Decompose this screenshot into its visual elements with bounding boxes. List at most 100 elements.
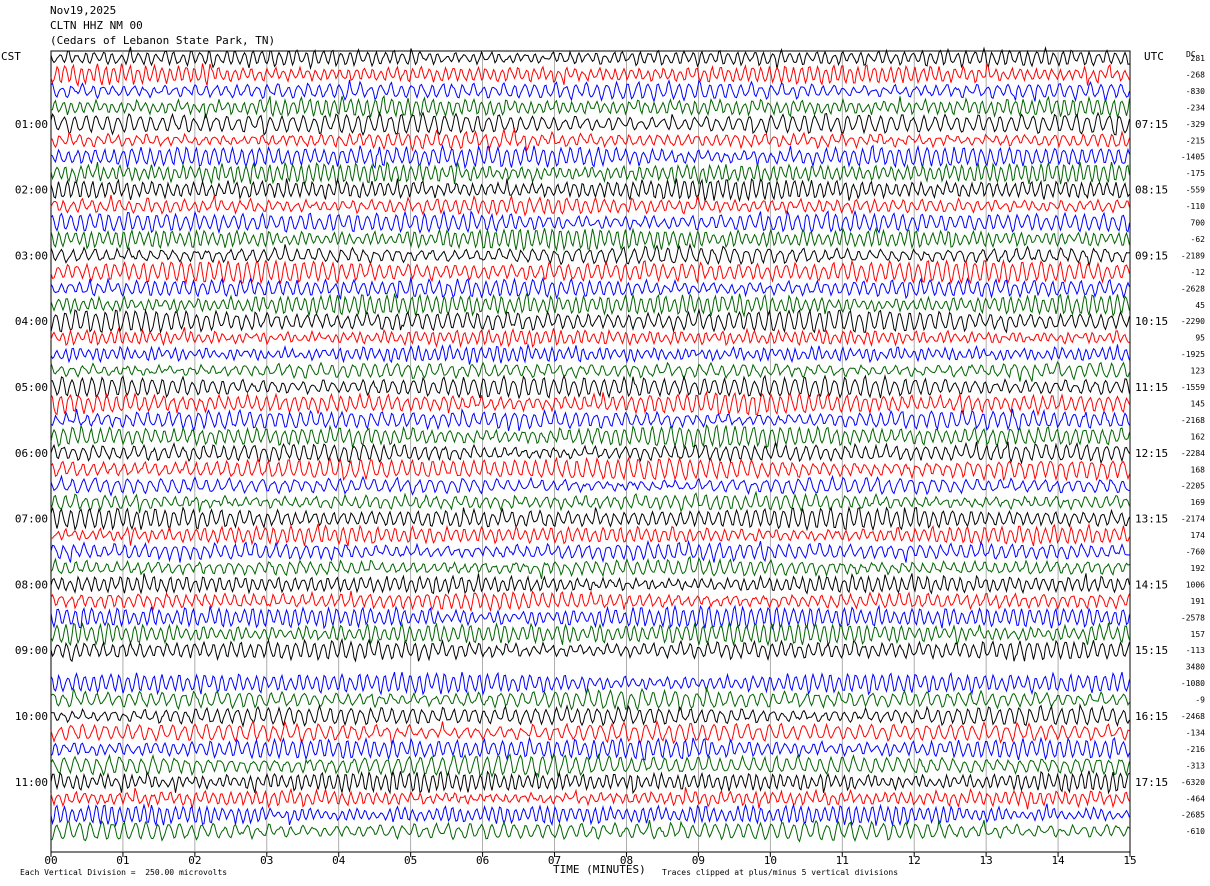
dc-offset-label: 162 bbox=[1191, 432, 1206, 441]
dc-offset-label: 281 bbox=[1191, 54, 1206, 63]
seismic-trace bbox=[50, 143, 1130, 170]
dc-offset-label: -1559 bbox=[1181, 383, 1205, 392]
dc-offset-label: -6320 bbox=[1181, 778, 1205, 787]
seismic-trace bbox=[50, 374, 1130, 400]
seismic-trace bbox=[50, 671, 1130, 697]
x-tick-label: 00 bbox=[44, 854, 57, 867]
right-hour-label: 07:15 bbox=[1135, 118, 1168, 131]
seismic-trace bbox=[50, 177, 1130, 203]
x-tick-label: 01 bbox=[116, 854, 129, 867]
dc-offset-label: -113 bbox=[1186, 646, 1205, 655]
station-code: CLTN HHZ NM 00 bbox=[50, 19, 143, 32]
seismic-trace bbox=[50, 505, 1130, 532]
seismic-trace bbox=[50, 390, 1130, 417]
dc-offset-label: -464 bbox=[1186, 794, 1205, 803]
seismic-trace bbox=[50, 572, 1130, 595]
dc-offset-label: -62 bbox=[1191, 235, 1206, 244]
seismic-trace bbox=[50, 769, 1130, 795]
dc-offset-label: -1405 bbox=[1181, 153, 1205, 162]
seismic-trace bbox=[50, 637, 1130, 663]
right-hour-label: 10:15 bbox=[1135, 315, 1168, 328]
seismic-trace bbox=[50, 209, 1130, 235]
seismic-trace bbox=[50, 45, 1130, 71]
dc-offset-label: -2290 bbox=[1181, 317, 1205, 326]
x-tick-label: 15 bbox=[1123, 854, 1136, 867]
dc-offset-label: 174 bbox=[1191, 531, 1206, 540]
dc-offset-label: -234 bbox=[1186, 103, 1205, 112]
seismic-trace bbox=[50, 753, 1130, 779]
dc-offset-label: -268 bbox=[1186, 70, 1205, 79]
seismic-trace bbox=[50, 456, 1130, 482]
dc-offset-label: 700 bbox=[1191, 219, 1206, 228]
left-axis-title: CST bbox=[1, 50, 21, 63]
dc-offset-label: -2168 bbox=[1181, 416, 1205, 425]
scale-note: Each Vertical Division = 250.00 microvol… bbox=[20, 868, 228, 877]
left-hour-label: 05:00 bbox=[15, 381, 48, 394]
dc-offset-label: -830 bbox=[1186, 87, 1205, 96]
dc-offset-label: -2284 bbox=[1181, 449, 1205, 458]
seismic-trace bbox=[50, 490, 1130, 514]
left-hour-label: 07:00 bbox=[15, 513, 48, 526]
x-tick-label: 11 bbox=[836, 854, 849, 867]
left-hour-label: 11:00 bbox=[15, 776, 48, 789]
seismic-trace bbox=[50, 803, 1130, 828]
dc-offset-label: -2685 bbox=[1181, 811, 1205, 820]
seismic-trace bbox=[50, 423, 1130, 449]
seismic-trace bbox=[50, 555, 1130, 580]
seismic-trace bbox=[50, 736, 1130, 761]
dc-offset-label: -134 bbox=[1186, 728, 1205, 737]
dc-offset-label: 3480 bbox=[1186, 663, 1205, 672]
x-tick-label: 03 bbox=[260, 854, 273, 867]
x-tick-label: 14 bbox=[1051, 854, 1065, 867]
seismic-trace bbox=[50, 621, 1130, 647]
dc-offset-label: 1006 bbox=[1186, 580, 1205, 589]
left-hour-label: 02:00 bbox=[15, 184, 48, 197]
x-tick-label: 07 bbox=[548, 854, 561, 867]
seismic-trace bbox=[50, 686, 1130, 712]
seismic-trace bbox=[50, 111, 1130, 137]
x-tick-label: 10 bbox=[764, 854, 777, 867]
plot-date: Nov19,2025 bbox=[50, 4, 117, 17]
x-tick-label: 04 bbox=[332, 854, 346, 867]
seismic-trace bbox=[50, 342, 1130, 365]
dc-offset-label: -2174 bbox=[1181, 515, 1205, 524]
seismic-trace bbox=[50, 194, 1130, 217]
left-hour-label: 03:00 bbox=[15, 249, 48, 262]
left-hour-label: 08:00 bbox=[15, 578, 48, 591]
dc-offset-label: -2189 bbox=[1181, 251, 1205, 260]
seismic-trace bbox=[50, 787, 1130, 810]
right-axis-title: UTC bbox=[1144, 50, 1164, 63]
clip-note: Traces clipped at plus/minus 5 vertical … bbox=[662, 868, 899, 877]
station-location: (Cedars of Lebanon State Park, TN) bbox=[50, 34, 276, 47]
x-tick-label: 02 bbox=[188, 854, 201, 867]
x-tick-label: 12 bbox=[908, 854, 921, 867]
left-hour-label: 09:00 bbox=[15, 644, 48, 657]
dc-offset-label: 191 bbox=[1191, 597, 1206, 606]
dc-offset-label: -329 bbox=[1186, 120, 1205, 129]
right-hour-label: 11:15 bbox=[1135, 381, 1168, 394]
left-hour-label: 10:00 bbox=[15, 710, 48, 723]
right-hour-label: 08:15 bbox=[1135, 184, 1168, 197]
dc-offset-label: 95 bbox=[1195, 334, 1205, 343]
dc-offset-label: -215 bbox=[1186, 136, 1205, 145]
seismic-trace bbox=[50, 719, 1130, 746]
right-hour-label: 09:15 bbox=[1135, 249, 1168, 262]
seismic-trace bbox=[50, 360, 1130, 382]
dc-offset-label: -2205 bbox=[1181, 482, 1205, 491]
seismic-trace bbox=[50, 474, 1130, 497]
left-hour-label: 01:00 bbox=[15, 118, 48, 131]
seismic-trace bbox=[50, 242, 1130, 267]
left-hour-label: 06:00 bbox=[15, 447, 48, 460]
right-hour-label: 14:15 bbox=[1135, 578, 1168, 591]
seismic-trace bbox=[50, 327, 1130, 348]
right-hour-label: 15:15 bbox=[1135, 644, 1168, 657]
seismic-trace bbox=[50, 127, 1130, 153]
dc-offset-label: -9 bbox=[1195, 696, 1205, 705]
seismic-trace bbox=[50, 161, 1130, 186]
right-hour-label: 16:15 bbox=[1135, 710, 1168, 723]
dc-offset-label: -175 bbox=[1186, 169, 1205, 178]
seismic-trace bbox=[50, 226, 1130, 252]
seismic-trace bbox=[50, 539, 1130, 564]
right-hour-label: 12:15 bbox=[1135, 447, 1168, 460]
